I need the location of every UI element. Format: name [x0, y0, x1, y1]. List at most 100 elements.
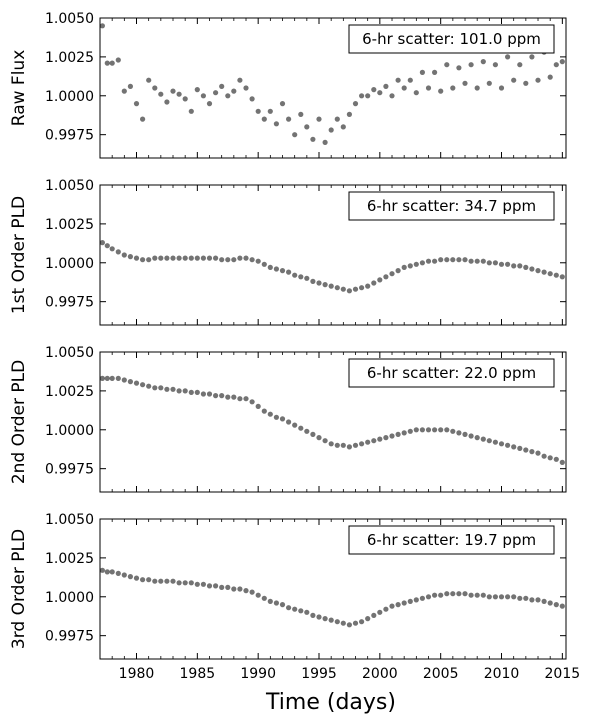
y-tick-label: 1.0025 — [45, 384, 94, 400]
data-point — [486, 260, 492, 266]
y-tick-label: 0.9975 — [45, 629, 94, 645]
data-point — [140, 116, 146, 122]
data-point — [480, 258, 486, 264]
data-point — [456, 65, 462, 71]
panels-group: 0.9975 1.0000 1.0025 1.0050 Raw Flux 6-hr sca… — [9, 11, 580, 682]
data-point — [407, 428, 413, 434]
data-point — [553, 456, 559, 462]
data-point — [188, 580, 194, 586]
y-tick-label: 1.0025 — [45, 551, 94, 567]
data-point — [164, 255, 170, 261]
y-tick-label: 1.0000 — [45, 89, 94, 105]
data-point — [104, 375, 110, 381]
data-point — [328, 617, 334, 623]
data-point — [511, 77, 517, 83]
x-tick-label: 1990 — [240, 666, 276, 682]
data-point — [213, 393, 219, 399]
data-point — [273, 414, 279, 420]
data-point — [553, 62, 559, 68]
data-point — [170, 255, 176, 261]
data-point — [194, 389, 200, 395]
y-axis-label: 1st Order PLD — [9, 196, 29, 314]
data-point — [304, 124, 310, 130]
data-point — [492, 594, 498, 600]
data-point — [188, 108, 194, 114]
data-point — [389, 433, 395, 439]
data-point — [261, 261, 267, 267]
data-point — [213, 583, 219, 589]
x-tick-label: 2005 — [423, 666, 459, 682]
data-point — [99, 567, 105, 573]
data-point — [529, 266, 535, 272]
data-point — [559, 603, 565, 609]
data-point — [109, 60, 115, 66]
data-point — [492, 260, 498, 266]
data-point — [413, 597, 419, 603]
data-point — [146, 77, 152, 83]
data-point — [279, 416, 286, 422]
annotation-box — [348, 24, 555, 54]
data-point — [365, 616, 371, 622]
data-point — [243, 85, 249, 91]
y-tick-label: 1.0000 — [45, 256, 94, 272]
y-axis-label: 3rd Order PLD — [9, 529, 29, 649]
data-point — [444, 427, 450, 433]
data-point — [316, 435, 322, 441]
data-point — [517, 445, 523, 451]
panel-2: 0.9975 1.0000 1.0025 1.0050 1st Order PLD 6-h… — [9, 178, 567, 326]
data-point — [474, 592, 480, 598]
y-tick-label: 1.0050 — [45, 178, 94, 194]
x-tick-label: 2000 — [362, 666, 398, 682]
data-point — [383, 435, 389, 441]
data-point — [395, 602, 401, 608]
data-point — [377, 277, 383, 283]
data-point — [352, 101, 359, 107]
x-tick-label: 1985 — [180, 666, 216, 682]
data-point — [425, 258, 432, 264]
data-point — [267, 264, 273, 270]
data-point — [219, 83, 225, 89]
data-point — [328, 283, 334, 289]
data-point — [371, 612, 377, 619]
data-point — [559, 274, 565, 280]
data-point — [438, 88, 444, 94]
data-point — [505, 261, 511, 267]
data-point — [200, 391, 206, 397]
data-point — [346, 111, 352, 117]
data-point — [474, 85, 480, 91]
data-point — [298, 608, 304, 614]
axes-frame — [99, 17, 567, 159]
data-point — [419, 69, 425, 75]
data-point — [279, 101, 286, 107]
panel-4: 0.9975 1.0000 1.0025 1.0050 1980 1985 1990 1995… — [9, 512, 580, 682]
data-point — [535, 597, 541, 603]
data-point — [334, 116, 340, 122]
annotation-text: 6-hr scatter: 34.7 ppm — [367, 197, 536, 215]
y-tick-label: 0.9975 — [45, 295, 94, 311]
data-point — [359, 619, 365, 625]
data-point — [146, 577, 152, 583]
data-point — [407, 598, 413, 605]
data-point — [413, 261, 419, 267]
data-point — [261, 408, 267, 414]
data-point — [225, 394, 231, 400]
data-point — [371, 438, 377, 444]
data-point — [529, 449, 535, 455]
data-point — [298, 425, 304, 431]
data-point — [541, 453, 547, 459]
data-point — [200, 255, 206, 261]
data-point — [273, 600, 279, 606]
data-point — [450, 257, 456, 263]
data-point — [109, 569, 115, 575]
data-point — [140, 257, 146, 263]
panel-1: 0.9975 1.0000 1.0025 1.0050 Raw Flux 6-hr sca… — [9, 11, 567, 159]
data-point — [219, 584, 225, 591]
data-point — [432, 427, 438, 433]
data-point — [104, 243, 110, 249]
annotation-box — [348, 191, 555, 221]
data-point — [377, 90, 383, 96]
data-point — [474, 435, 480, 441]
data-point — [104, 60, 110, 66]
data-point — [419, 260, 425, 266]
data-point — [121, 377, 127, 383]
